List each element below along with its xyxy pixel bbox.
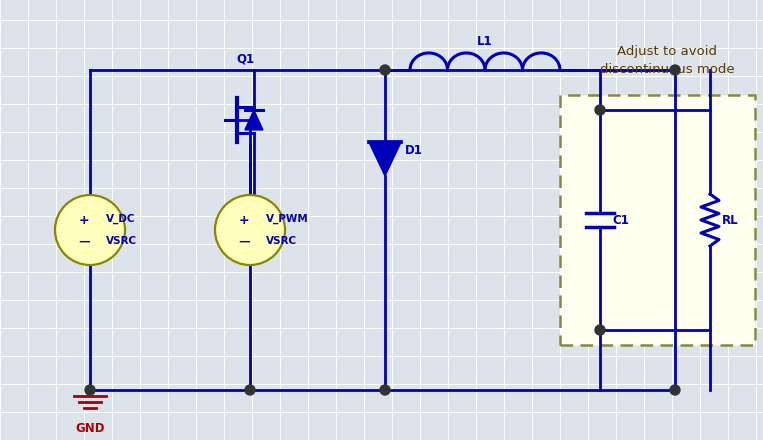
FancyBboxPatch shape [560, 95, 755, 345]
Text: Q1: Q1 [236, 52, 254, 65]
Polygon shape [369, 142, 401, 176]
Text: GND: GND [76, 422, 105, 435]
Circle shape [215, 195, 285, 265]
Polygon shape [245, 110, 263, 130]
Circle shape [55, 195, 125, 265]
Circle shape [670, 385, 680, 395]
Text: Adjust to avoid
discontinuous mode: Adjust to avoid discontinuous mode [600, 45, 735, 76]
Text: C1: C1 [612, 213, 629, 227]
Circle shape [380, 385, 390, 395]
Text: D1: D1 [405, 143, 423, 157]
Circle shape [670, 65, 680, 75]
Text: L1: L1 [477, 35, 493, 48]
Text: RL: RL [722, 213, 739, 227]
Circle shape [595, 105, 605, 115]
Text: VSRC: VSRC [266, 236, 297, 246]
Circle shape [85, 385, 95, 395]
Text: V_DC: V_DC [106, 214, 136, 224]
Text: V_PWM: V_PWM [266, 214, 309, 224]
Text: +: + [239, 213, 250, 227]
Text: VSRC: VSRC [106, 236, 137, 246]
Circle shape [595, 325, 605, 335]
Text: +: + [79, 213, 89, 227]
Circle shape [245, 385, 255, 395]
Text: −: − [237, 233, 251, 251]
Circle shape [380, 65, 390, 75]
Text: −: − [77, 233, 91, 251]
